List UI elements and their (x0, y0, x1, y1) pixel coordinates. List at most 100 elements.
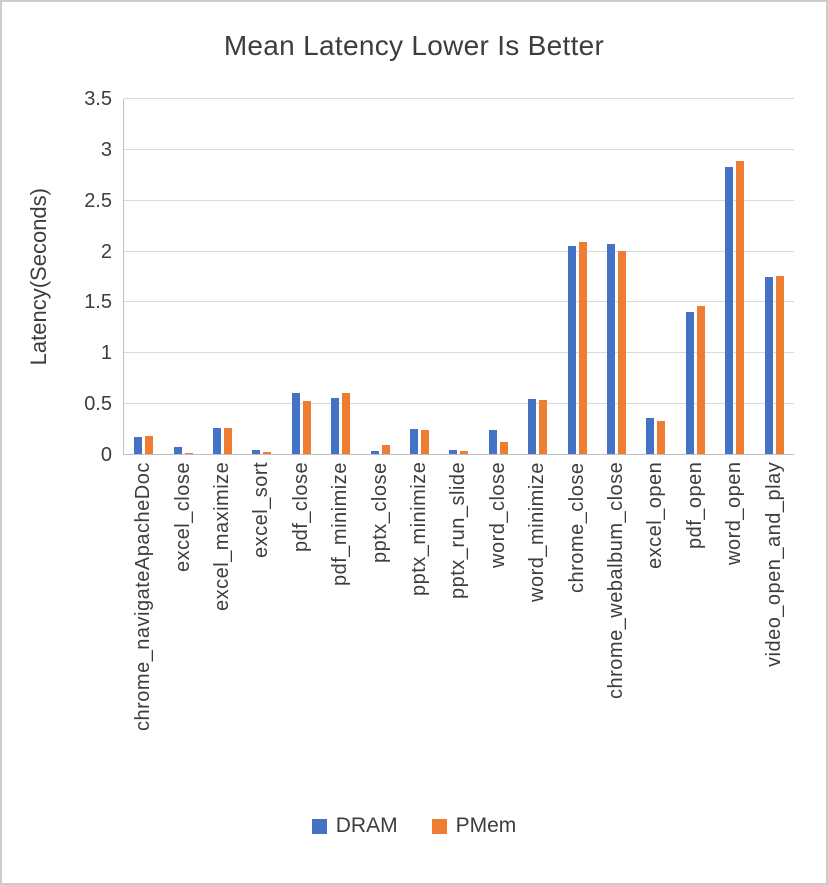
x-category-label-word_close: word_close (486, 462, 509, 569)
x-label-cell-word_open: word_open (715, 462, 754, 814)
x-label-cell-pdf_minimize: pdf_minimize (321, 462, 360, 814)
x-label-cell-chrome_navigateApacheDoc: chrome_navigateApacheDoc (124, 462, 163, 814)
x-category-label-video_open_and_play: video_open_and_play (762, 462, 785, 668)
x-category-label-excel_open: excel_open (644, 462, 667, 570)
x-category-label-chrome_close: chrome_close (565, 462, 588, 593)
x-category-labels: chrome_navigateApacheDoc excel_close excel… (124, 462, 794, 814)
bar-pmem-word_close (499, 442, 508, 455)
bar-pmem-pptx_close (381, 445, 390, 455)
bar-group-word_close (479, 430, 518, 455)
x-axis-line (124, 454, 794, 455)
x-label-cell-pptx_minimize: pptx_minimize (400, 462, 439, 814)
bar-pmem-pptx_run_slide (460, 451, 469, 455)
x-category-label-excel_maximize: excel_maximize (211, 462, 234, 612)
gridline-1 (124, 352, 794, 354)
bar-groups (124, 99, 794, 455)
x-label-cell-pdf_close: pdf_close (282, 462, 321, 814)
x-category-label-pdf_minimize: pdf_minimize (329, 462, 352, 586)
bar-pmem-chrome_webalbum_close (618, 251, 627, 455)
x-category-label-pptx_run_slide: pptx_run_slide (447, 462, 470, 600)
x-label-cell-pdf_open: pdf_open (676, 462, 715, 814)
legend-swatch-dram (311, 818, 327, 834)
bar-pmem-video_open_and_play (775, 276, 784, 455)
bar-dram-word_open (725, 167, 734, 455)
legend-item-pmem: PMem (431, 814, 516, 838)
x-category-label-word_open: word_open (723, 462, 746, 566)
bar-dram-pdf_close (291, 393, 300, 455)
bar-group-pptx_minimize (400, 429, 439, 455)
bar-dram-excel_close (173, 447, 182, 455)
bar-dram-video_open_and_play (764, 277, 773, 455)
bar-pmem-pptx_minimize (421, 430, 430, 455)
x-label-cell-word_close: word_close (479, 462, 518, 814)
legend-item-dram: DRAM (311, 814, 398, 838)
x-category-label-word_minimize: word_minimize (526, 462, 549, 602)
bar-pmem-chrome_navigateApacheDoc (145, 436, 154, 455)
x-label-cell-pptx_close: pptx_close (360, 462, 399, 814)
x-label-cell-excel_open: excel_open (636, 462, 675, 814)
gridline-1.5 (124, 301, 794, 303)
bar-group-word_minimize (518, 399, 557, 455)
y-tick-label-3: 3 (100, 138, 112, 161)
bar-dram-pdf_open (685, 312, 694, 455)
x-label-cell-chrome_close: chrome_close (557, 462, 596, 814)
bar-dram-excel_sort (252, 450, 261, 455)
x-category-label-pdf_close: pdf_close (289, 462, 312, 553)
gridline-2 (124, 250, 794, 252)
bar-dram-word_close (488, 430, 497, 455)
bar-dram-chrome_webalbum_close (607, 244, 616, 455)
x-label-cell-excel_close: excel_close (163, 462, 202, 814)
bar-group-pdf_open (676, 306, 715, 455)
gridline-3.5 (124, 98, 794, 99)
legend-label-dram: DRAM (335, 814, 398, 837)
y-tick-label-3.5: 3.5 (84, 88, 112, 110)
legend: DRAM PMem (2, 814, 826, 838)
x-category-label-excel_close: excel_close (171, 462, 194, 573)
x-category-label-excel_sort: excel_sort (250, 462, 273, 559)
x-label-cell-chrome_webalbum_close: chrome_webalbum_close (597, 462, 636, 814)
x-category-label-pptx_close: pptx_close (368, 462, 391, 563)
bar-group-pdf_close (282, 393, 321, 455)
bar-group-excel_open (636, 418, 675, 455)
y-tick-label-2.5: 2.5 (84, 189, 112, 212)
bar-group-chrome_navigateApacheDoc (124, 436, 163, 455)
bar-group-chrome_close (557, 242, 596, 455)
y-tick-label-1: 1 (100, 342, 112, 365)
y-tick-label-1.5: 1.5 (84, 291, 112, 314)
x-category-label-chrome_webalbum_close: chrome_webalbum_close (605, 462, 628, 700)
legend-swatch-pmem (431, 818, 447, 834)
bar-group-pptx_run_slide (439, 450, 478, 455)
bar-pmem-excel_maximize (224, 428, 233, 455)
bar-pmem-pdf_close (302, 401, 311, 455)
x-category-label-pptx_minimize: pptx_minimize (408, 462, 431, 597)
bar-dram-pdf_minimize (331, 398, 340, 455)
bar-pmem-word_open (736, 161, 745, 455)
x-label-cell-excel_maximize: excel_maximize (203, 462, 242, 814)
bar-dram-excel_open (646, 418, 655, 455)
bar-dram-word_minimize (528, 399, 537, 455)
bar-group-video_open_and_play (755, 276, 794, 455)
bar-dram-pptx_minimize (410, 429, 419, 455)
x-label-cell-pptx_run_slide: pptx_run_slide (439, 462, 478, 814)
y-tick-label-0.5: 0.5 (84, 393, 112, 416)
y-tick-labels: 0 0.5 1 1.5 2 2.5 3 3.5 (2, 89, 112, 465)
plot-area (123, 98, 794, 455)
bar-pmem-pdf_open (696, 306, 705, 455)
bar-group-word_open (715, 161, 754, 455)
y-tick-label-2: 2 (100, 240, 112, 263)
bar-group-excel_maximize (203, 428, 242, 455)
gridline-2.5 (124, 199, 794, 201)
bar-pmem-excel_open (657, 421, 666, 455)
bar-group-pptx_close (360, 445, 399, 455)
y-tick-label-0: 0 (100, 444, 112, 466)
bar-dram-chrome_navigateApacheDoc (134, 437, 143, 455)
bar-pmem-word_minimize (539, 400, 548, 455)
x-label-cell-word_minimize: word_minimize (518, 462, 557, 814)
gridline-0.5 (124, 403, 794, 405)
x-label-cell-excel_sort: excel_sort (242, 462, 281, 814)
bar-group-excel_sort (242, 450, 281, 455)
x-category-label-chrome_navigateApacheDoc: chrome_navigateApacheDoc (132, 462, 155, 731)
bar-group-pdf_minimize (321, 393, 360, 455)
bar-group-chrome_webalbum_close (597, 244, 636, 455)
y-axis-line (123, 99, 124, 455)
